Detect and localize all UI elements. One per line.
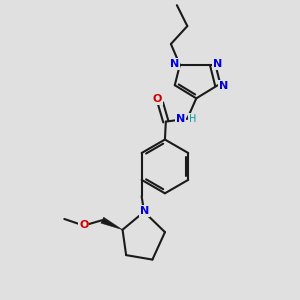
Text: N: N <box>170 59 179 69</box>
Text: N: N <box>219 81 228 91</box>
Polygon shape <box>101 217 122 230</box>
Text: N: N <box>176 114 185 124</box>
Text: O: O <box>153 94 162 103</box>
Text: N: N <box>213 59 222 69</box>
Text: H: H <box>189 114 196 124</box>
Text: N: N <box>140 206 149 216</box>
Text: O: O <box>79 220 88 230</box>
